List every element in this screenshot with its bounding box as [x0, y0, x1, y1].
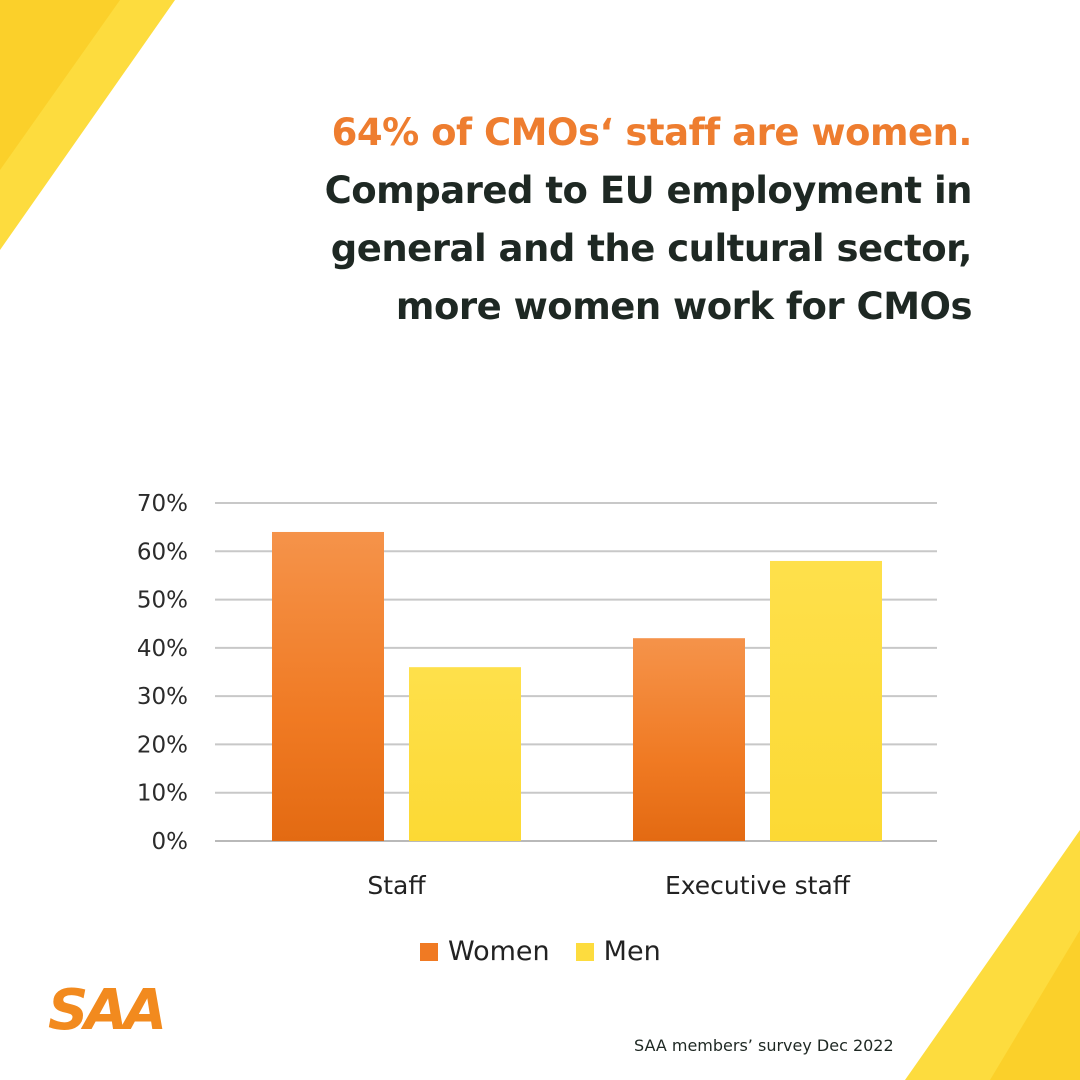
bar-men-executive-staff	[770, 560, 882, 841]
y-tick-label: 40%	[137, 636, 188, 662]
bottom-right-yellow-triangle-inner	[990, 930, 1080, 1080]
legend-item-men: Men	[575, 936, 661, 967]
x-category-label: Staff	[367, 871, 426, 900]
headline-accent: 64% of CMOs‘ staff are women.	[331, 111, 973, 154]
saa-logo: SAA	[48, 978, 167, 1043]
bar-men-staff	[409, 667, 521, 841]
source-note: SAA members’ survey Dec 2022	[634, 1036, 894, 1055]
legend-swatch-men	[575, 942, 594, 961]
y-tick-label: 60%	[137, 539, 188, 565]
legend-swatch-women	[420, 942, 438, 961]
y-tick-label: 50%	[137, 588, 188, 614]
headline-line-4: more women work for CMOs	[395, 285, 973, 328]
bar-women-staff	[272, 531, 384, 841]
y-tick-label: 10%	[137, 781, 188, 807]
y-tick-label: 20%	[137, 732, 188, 758]
y-tick-label: 30%	[137, 684, 188, 710]
x-category-label: Executive staff	[665, 871, 851, 900]
headline-line-2: Compared to EU employment in	[324, 169, 973, 212]
legend: Women Men	[420, 936, 687, 967]
y-tick-label: 0%	[152, 829, 189, 855]
headline: 64% of CMOs‘ staff are women. Compared t…	[272, 104, 973, 336]
y-tick-label: 70%	[137, 491, 188, 517]
legend-label-men: Men	[603, 936, 661, 967]
bar-women-executive-staff	[633, 638, 745, 841]
top-left-yellow-triangle-inner	[0, 0, 120, 170]
legend-label-women: Women	[448, 936, 550, 967]
legend-item-women: Women	[420, 936, 550, 967]
headline-line-3: general and the cultural sector,	[330, 227, 973, 270]
